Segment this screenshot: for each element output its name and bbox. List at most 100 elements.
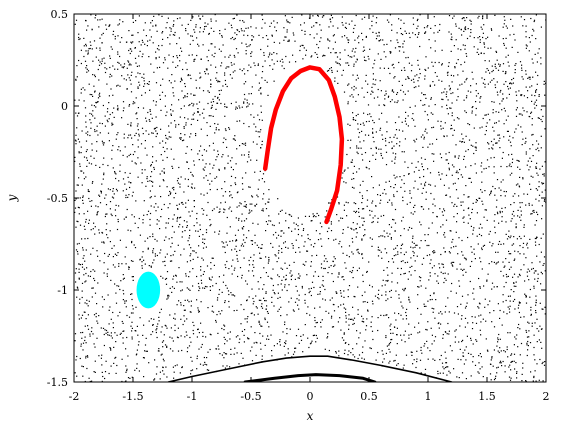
- sea-point: [516, 334, 518, 336]
- sea-point: [214, 52, 216, 54]
- sea-point: [209, 278, 211, 280]
- sea-point: [252, 260, 254, 262]
- sea-point: [180, 290, 182, 292]
- sea-point: [127, 137, 129, 139]
- sea-point: [195, 134, 197, 137]
- sea-point: [187, 74, 189, 77]
- sea-point: [243, 93, 246, 96]
- sea-point: [286, 267, 288, 269]
- sea-point: [407, 56, 409, 59]
- sea-point: [414, 105, 416, 107]
- sea-point: [509, 237, 511, 239]
- sea-point: [197, 111, 199, 113]
- sea-point: [357, 286, 359, 288]
- sea-point: [506, 313, 508, 315]
- sea-point: [358, 208, 360, 210]
- sea-point: [159, 66, 161, 68]
- sea-point: [125, 216, 127, 218]
- sea-point: [190, 186, 193, 188]
- sea-point: [128, 266, 130, 268]
- sea-point: [350, 161, 352, 163]
- sea-point: [235, 336, 237, 338]
- sea-point: [268, 189, 270, 191]
- sea-point: [465, 359, 467, 361]
- sea-point: [515, 109, 517, 111]
- sea-point: [258, 89, 260, 91]
- sea-point: [507, 295, 510, 297]
- sea-point: [123, 330, 125, 332]
- sea-point: [513, 202, 515, 204]
- sea-point: [425, 56, 427, 58]
- sea-point: [192, 114, 194, 116]
- sea-point: [387, 279, 389, 282]
- sea-point: [87, 131, 89, 133]
- sea-point: [431, 143, 434, 145]
- sea-point: [285, 340, 287, 342]
- sea-point: [351, 50, 353, 52]
- sea-point: [238, 105, 240, 107]
- sea-point: [394, 184, 396, 186]
- sea-point: [535, 198, 537, 200]
- sea-point: [445, 362, 447, 364]
- sea-point: [202, 331, 204, 333]
- sea-point: [446, 104, 448, 106]
- sea-point: [465, 346, 467, 348]
- sea-point: [209, 189, 211, 191]
- sea-point: [403, 22, 405, 24]
- sea-point: [388, 95, 390, 97]
- sea-point: [273, 63, 275, 65]
- sea-point: [451, 36, 453, 38]
- sea-point: [521, 67, 523, 69]
- sea-point: [500, 89, 502, 92]
- sea-point: [353, 187, 355, 189]
- sea-point: [522, 107, 524, 109]
- sea-point: [297, 225, 299, 227]
- sea-point: [156, 336, 158, 339]
- sea-point: [75, 198, 77, 200]
- sea-point: [202, 364, 204, 366]
- sea-point: [336, 214, 338, 216]
- sea-point: [412, 250, 414, 253]
- sea-point: [89, 112, 91, 115]
- sea-point: [170, 192, 172, 194]
- sea-point: [262, 18, 264, 21]
- sea-point: [365, 36, 367, 38]
- sea-point: [191, 174, 193, 176]
- sea-point: [467, 222, 469, 224]
- sea-point: [385, 336, 387, 339]
- sea-point: [207, 102, 209, 105]
- sea-point: [261, 140, 263, 142]
- sea-point: [437, 31, 439, 33]
- sea-point: [428, 183, 430, 185]
- sea-point: [230, 185, 232, 187]
- sea-point: [441, 362, 444, 364]
- sea-point: [255, 341, 257, 343]
- sea-point: [148, 320, 150, 322]
- sea-point: [141, 127, 144, 129]
- sea-point: [286, 289, 288, 292]
- sea-point: [208, 277, 210, 279]
- sea-point: [108, 309, 110, 311]
- sea-point: [371, 210, 373, 212]
- sea-point: [541, 347, 543, 349]
- sea-point: [96, 303, 98, 305]
- sea-point: [109, 73, 111, 75]
- sea-point: [154, 195, 156, 197]
- sea-point: [460, 204, 462, 206]
- sea-point: [169, 348, 172, 350]
- sea-point: [279, 42, 281, 44]
- sea-point: [535, 312, 537, 314]
- sea-point: [124, 300, 126, 302]
- sea-point: [492, 365, 494, 367]
- sea-point: [489, 194, 491, 196]
- sea-point: [346, 254, 348, 256]
- sea-point: [224, 191, 227, 193]
- sea-point: [513, 236, 515, 238]
- sea-point: [128, 64, 130, 66]
- sea-point: [169, 34, 171, 36]
- sea-point: [186, 68, 188, 71]
- sea-point: [540, 237, 542, 239]
- sea-point: [375, 32, 377, 34]
- sea-point: [519, 274, 521, 277]
- sea-point: [538, 117, 540, 119]
